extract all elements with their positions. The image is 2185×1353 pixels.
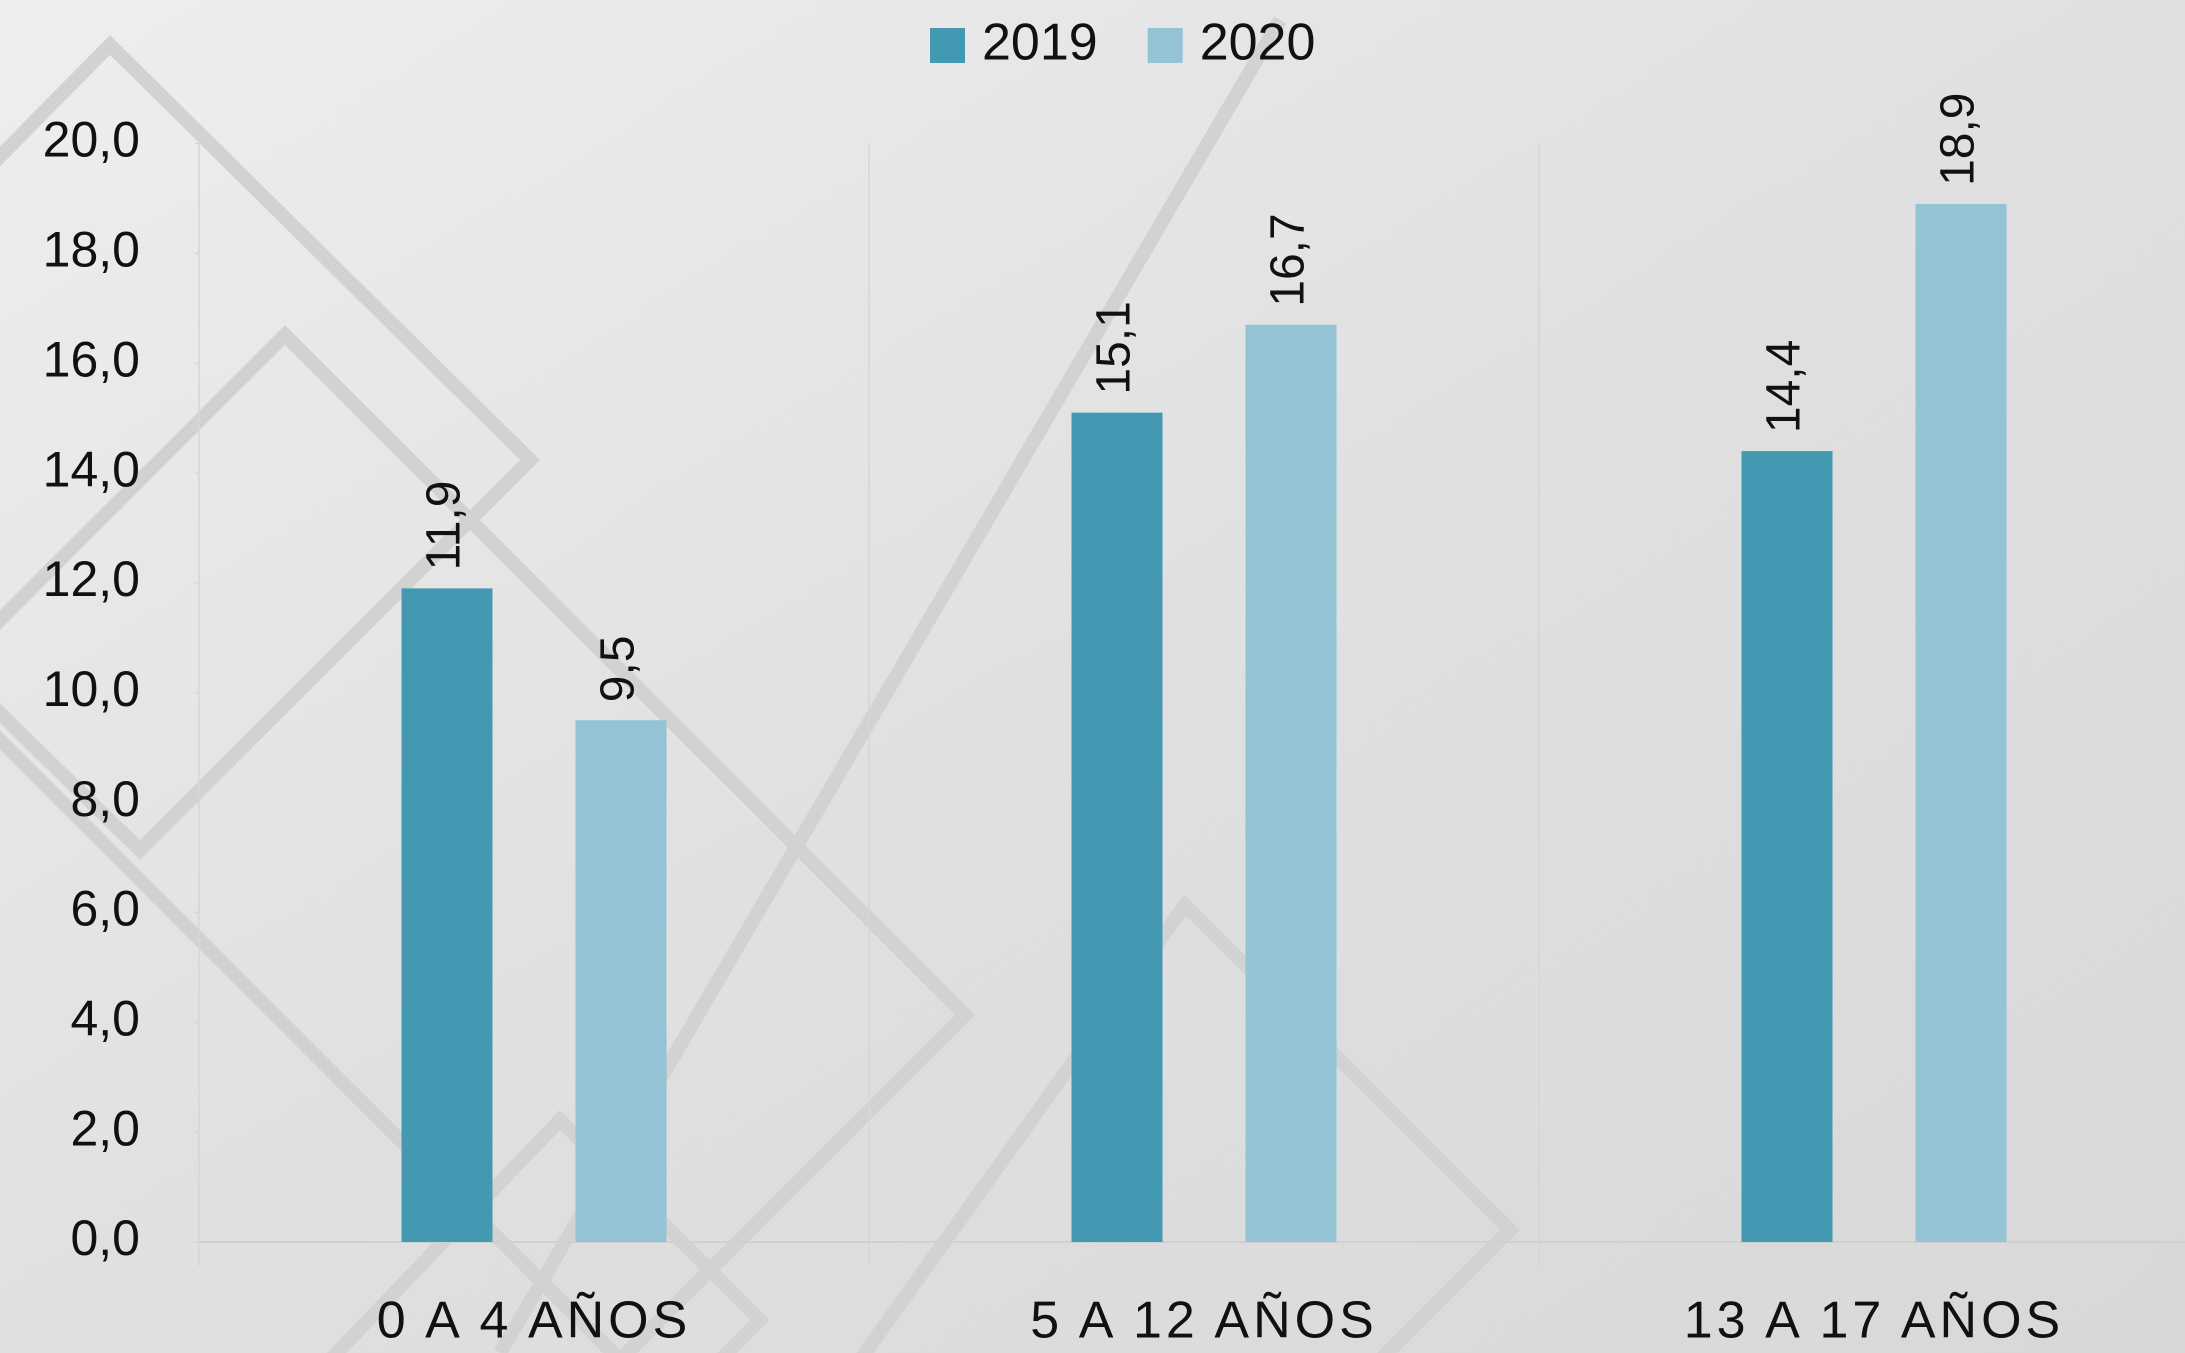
x-tick-label: 0 A 4 AÑOS xyxy=(377,1292,692,1350)
y-tick-label: 8,0 xyxy=(70,771,140,827)
value-label: 9,5 xyxy=(592,635,645,702)
value-label: 11,9 xyxy=(418,481,471,571)
y-tick-label: 2,0 xyxy=(70,1100,140,1156)
x-tick-label: 13 A 17 AÑOS xyxy=(1684,1292,2064,1350)
y-tick-label: 14,0 xyxy=(43,441,140,497)
y-tick-label: 18,0 xyxy=(43,222,140,278)
value-label: 15,1 xyxy=(1088,301,1141,394)
y-tick-label: 6,0 xyxy=(70,881,140,937)
value-label: 16,7 xyxy=(1262,213,1315,306)
legend: 2019 2020 xyxy=(930,14,1315,72)
legend-swatch xyxy=(1147,28,1183,63)
y-tick-label: 20,0 xyxy=(43,112,140,168)
legend-label: 2020 xyxy=(1200,14,1316,72)
y-tick-label: 0,0 xyxy=(70,1210,140,1266)
bar xyxy=(1071,412,1163,1242)
y-tick-label: 12,0 xyxy=(43,551,140,607)
x-tick-label: 5 A 12 AÑOS xyxy=(1030,1292,1378,1350)
bar xyxy=(1915,203,2007,1243)
value-label: 18,9 xyxy=(1932,92,1985,185)
y-tick-label: 4,0 xyxy=(70,991,140,1047)
y-tick-label: 16,0 xyxy=(43,331,140,387)
bar xyxy=(401,588,493,1242)
y-tick-label: 10,0 xyxy=(43,661,140,717)
value-label: 14,4 xyxy=(1758,340,1811,433)
bar xyxy=(575,720,667,1242)
legend-label: 2019 xyxy=(982,14,1098,72)
bar xyxy=(1245,324,1337,1242)
bar xyxy=(1741,451,1833,1243)
legend-swatch xyxy=(930,28,965,63)
